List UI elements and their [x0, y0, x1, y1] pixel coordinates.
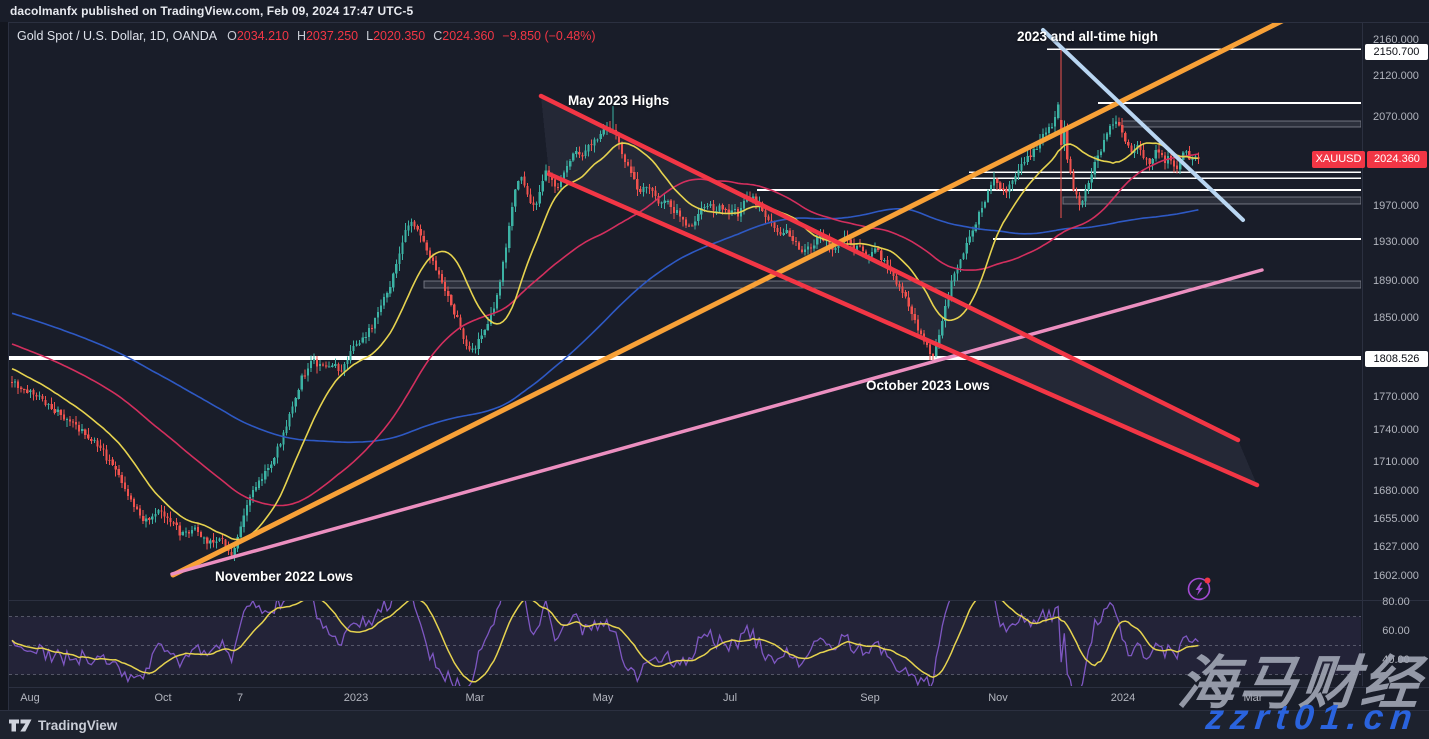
time-tick: 2024: [1110, 692, 1136, 704]
price-tick: 1627.000: [1373, 541, 1419, 553]
chart-left-border: [8, 22, 9, 739]
flash-alert-button[interactable]: [1186, 575, 1214, 603]
price-tick: 1602.000: [1373, 570, 1419, 582]
pane-divider[interactable]: [8, 600, 1429, 601]
last-price-label: 2024.360: [1367, 151, 1427, 168]
symbol-legend[interactable]: Gold Spot / U.S. Dollar, 1D, OANDA O2034.…: [17, 29, 596, 43]
annotation-oct-lows[interactable]: October 2023 Lows: [866, 378, 990, 393]
price-level-label: 1808.526: [1365, 351, 1428, 367]
ohlc-item: C2024.360: [433, 29, 495, 43]
price-level-label: 2150.700: [1365, 44, 1428, 60]
price-axis[interactable]: 2160.000 2120.000 2070.000 1970.000 1930.000…: [1362, 22, 1429, 686]
price-tick: 1930.000: [1373, 236, 1419, 248]
time-tick: Oct: [154, 692, 172, 704]
price-tick: 80.00: [1382, 596, 1410, 608]
notification-dot: [1204, 577, 1211, 584]
change-value: −9.850 (−0.48%): [502, 29, 596, 43]
lightning-bolt-icon: [1195, 582, 1203, 596]
time-tick: 2023: [343, 692, 369, 704]
time-tick: May: [592, 692, 614, 704]
ohlc-item: L2020.350: [366, 29, 426, 43]
price-tick: 2160.000: [1373, 34, 1419, 46]
symbol-title[interactable]: Gold Spot / U.S. Dollar, 1D, OANDA: [17, 29, 218, 43]
price-tick: 1850.000: [1373, 312, 1419, 324]
time-tick: Mar: [465, 692, 485, 704]
price-tick: 1890.000: [1373, 275, 1419, 287]
time-tick: Aug: [20, 692, 40, 704]
ohlc-item: O2034.210: [227, 29, 289, 43]
published-attribution: dacolmanfx published on TradingView.com,…: [10, 4, 414, 18]
ohlc-item: H2037.250: [296, 29, 359, 43]
price-tick: 1655.000: [1373, 513, 1419, 525]
time-tick: Jul: [722, 692, 738, 704]
time-tick: Mar: [1243, 692, 1263, 704]
price-tick: 1970.000: [1373, 200, 1419, 212]
symbol-price-label: XAUUSD: [1312, 151, 1365, 168]
price-tick: 2120.000: [1373, 70, 1419, 82]
price-tick: 1710.000: [1373, 456, 1419, 468]
annotation-nov-lows[interactable]: November 2022 Lows: [215, 569, 354, 584]
left-margin-strip: [0, 22, 8, 739]
annotation-may-highs[interactable]: May 2023 Highs: [568, 93, 670, 108]
watermark-url: zzrt01.cn: [1204, 698, 1422, 737]
time-tick: Nov: [988, 692, 1008, 704]
price-tick: 1740.000: [1373, 424, 1419, 436]
tradingview-logo-icon[interactable]: [9, 718, 32, 733]
footer-bar: TradingView: [0, 710, 1429, 739]
tradingview-brand-text[interactable]: TradingView: [38, 717, 118, 733]
flash-circle-icon: [1187, 577, 1211, 601]
price-tick: 40.00: [1382, 654, 1410, 666]
price-tick: 1770.000: [1373, 391, 1419, 403]
chart-top-border: [8, 22, 1429, 23]
time-axis[interactable]: Aug Oct 7 2023 Mar May Jul Sep Nov 2024 Mar: [8, 687, 1429, 710]
ohlc-values: O2034.210 H2037.250 L2020.350 C2024.360: [227, 29, 502, 43]
time-tick: 7: [236, 692, 244, 704]
time-tick: Sep: [860, 692, 880, 704]
annotation-ath[interactable]: 2023 and all-time high: [1017, 29, 1159, 44]
price-tick: 60.00: [1382, 625, 1410, 637]
price-tick: 2070.000: [1373, 111, 1419, 123]
price-tick: 1680.000: [1373, 485, 1419, 497]
